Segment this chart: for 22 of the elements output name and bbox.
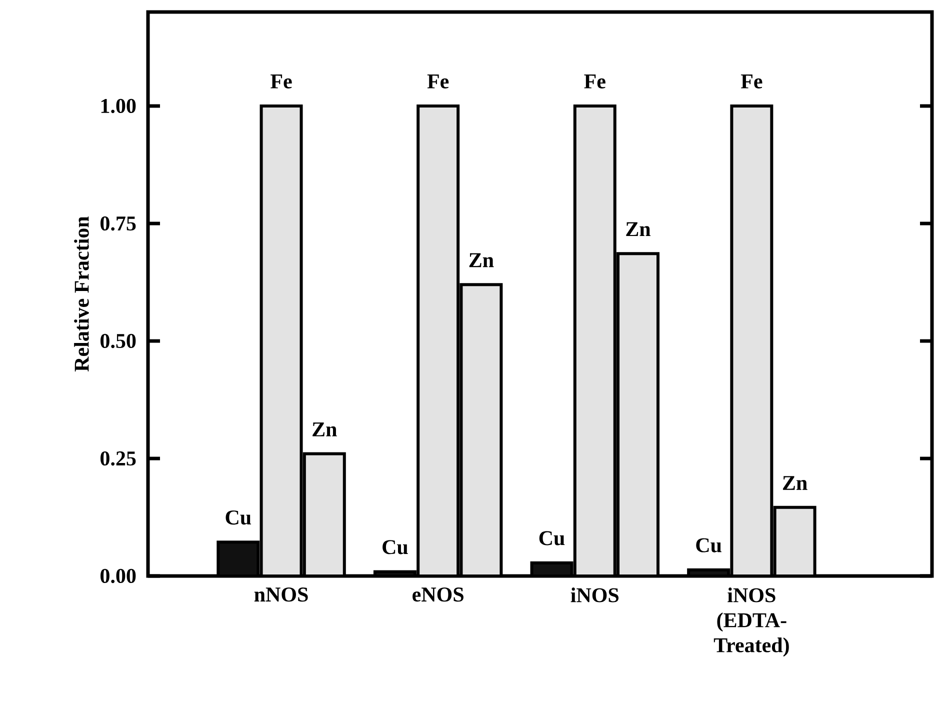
y-tick-label: 0.00 (100, 568, 136, 584)
x-tick-label: iNOS (EDTA-Treated) (714, 588, 789, 657)
text: Fe (740, 74, 762, 88)
text: Zn (782, 476, 808, 490)
y-tick-label: 0.75 (100, 216, 136, 231)
text: Zn (312, 422, 337, 436)
text: Cu (696, 538, 722, 552)
text: Cu (539, 531, 565, 546)
x-tick-label: iNOS (570, 588, 619, 602)
text: Fe (584, 74, 606, 88)
y-tick-label: 1.00 (101, 98, 136, 114)
series-label: Cu (226, 510, 252, 525)
text: Fe (427, 74, 449, 88)
y-tick-label: 0.50 (100, 334, 136, 348)
text: Cu (382, 540, 408, 554)
y-axis-title: Relative Fraction (74, 216, 89, 372)
y-tick-label: 0.25 (100, 451, 136, 466)
x-tick-label: nNOS (254, 588, 308, 602)
text: Zn (626, 222, 651, 236)
x-tick-label: eNOS (412, 588, 464, 602)
series-label: Zn (469, 253, 494, 268)
series-label: Fe (270, 74, 292, 88)
